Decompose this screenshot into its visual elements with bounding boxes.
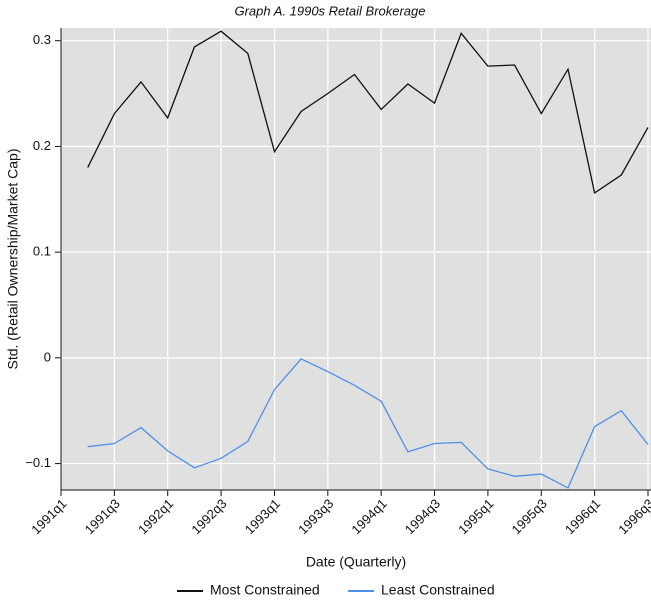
x-tick-label: 1993q1 (242, 496, 283, 537)
x-tick-label: 1991q3 (82, 496, 123, 537)
legend-label: Most Constrained (210, 582, 320, 598)
legend-label: Least Constrained (381, 582, 495, 598)
y-axis-title: Std. (Retail Ownership/Market Cap) (5, 149, 21, 370)
x-tick-label: 1994q3 (402, 496, 443, 537)
x-tick-label: 1991q1 (28, 496, 69, 537)
y-tick-label: −0.1 (25, 455, 51, 470)
x-tick-label: 1994q1 (348, 496, 389, 537)
line-series (87, 358, 649, 489)
x-tick-label: 1992q1 (135, 496, 176, 537)
x-tick-label: 1992q3 (188, 496, 229, 537)
x-axis-title: Date (Quarterly) (306, 554, 406, 570)
y-tick-label: 0.3 (33, 32, 51, 47)
chart-title: Graph A. 1990s Retail Brokerage (234, 3, 425, 18)
x-tick-label: 1996q3 (615, 496, 651, 537)
x-tick-label: 1996q1 (562, 496, 603, 537)
y-tick-label: 0.2 (33, 138, 51, 153)
y-tick-label: 0.1 (33, 244, 51, 259)
x-tick-label: 1995q1 (455, 496, 496, 537)
y-tick-label: 0 (44, 349, 51, 364)
line-series (87, 30, 649, 194)
x-tick-label: 1995q3 (509, 496, 550, 537)
x-tick-label: 1993q3 (295, 496, 336, 537)
plot-background (61, 28, 651, 490)
